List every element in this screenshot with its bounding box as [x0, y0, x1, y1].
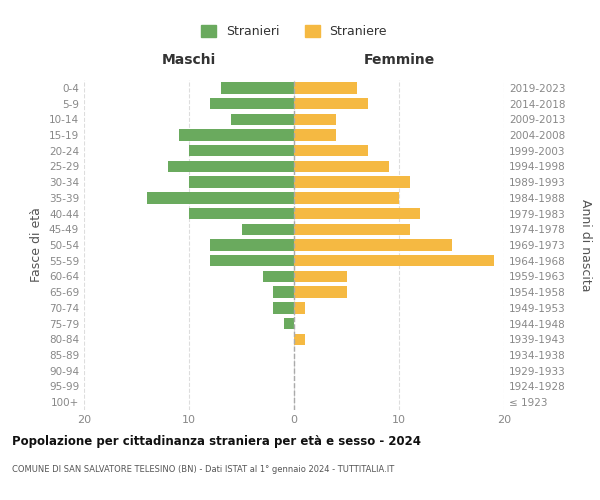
- Bar: [294, 208, 420, 219]
- Y-axis label: Anni di nascita: Anni di nascita: [580, 198, 593, 291]
- Bar: [294, 286, 347, 298]
- Text: Femmine: Femmine: [364, 53, 434, 67]
- Bar: [210, 255, 294, 266]
- Y-axis label: Fasce di età: Fasce di età: [31, 208, 43, 282]
- Bar: [294, 161, 389, 172]
- Bar: [294, 176, 409, 188]
- Bar: [294, 302, 305, 314]
- Legend: Stranieri, Straniere: Stranieri, Straniere: [196, 20, 392, 44]
- Bar: [241, 224, 294, 235]
- Text: Maschi: Maschi: [162, 53, 216, 67]
- Bar: [284, 318, 294, 329]
- Bar: [294, 334, 305, 345]
- Bar: [221, 82, 294, 94]
- Bar: [294, 192, 399, 203]
- Bar: [189, 176, 294, 188]
- Bar: [179, 130, 294, 140]
- Bar: [168, 161, 294, 172]
- Bar: [189, 145, 294, 156]
- Bar: [294, 82, 357, 94]
- Bar: [294, 255, 493, 266]
- Bar: [263, 271, 294, 282]
- Text: Popolazione per cittadinanza straniera per età e sesso - 2024: Popolazione per cittadinanza straniera p…: [12, 435, 421, 448]
- Bar: [294, 114, 336, 125]
- Bar: [231, 114, 294, 125]
- Bar: [273, 286, 294, 298]
- Bar: [210, 240, 294, 250]
- Bar: [189, 208, 294, 219]
- Bar: [147, 192, 294, 203]
- Text: COMUNE DI SAN SALVATORE TELESINO (BN) - Dati ISTAT al 1° gennaio 2024 - TUTTITAL: COMUNE DI SAN SALVATORE TELESINO (BN) - …: [12, 465, 394, 474]
- Bar: [294, 224, 409, 235]
- Bar: [273, 302, 294, 314]
- Bar: [294, 240, 452, 250]
- Bar: [210, 98, 294, 109]
- Bar: [294, 98, 367, 109]
- Bar: [294, 271, 347, 282]
- Bar: [294, 145, 367, 156]
- Bar: [294, 130, 336, 140]
